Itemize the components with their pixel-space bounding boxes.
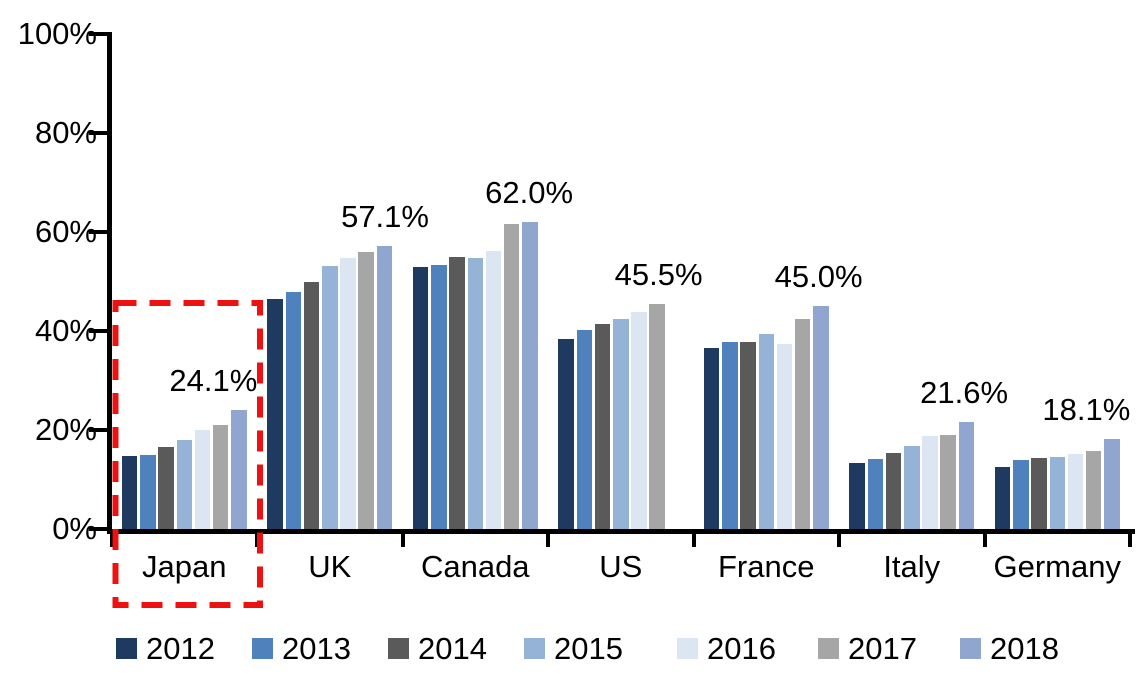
y-axis-tick	[88, 428, 107, 432]
legend-swatch-2013	[252, 638, 273, 659]
data-label-us: 45.5%	[614, 256, 703, 292]
data-label-italy: 21.6%	[920, 375, 1009, 411]
bar-italy-2018	[958, 422, 975, 529]
bar-us-2015	[613, 319, 629, 529]
y-axis-line	[106, 32, 112, 533]
legend-label-2017: 2017	[848, 631, 917, 666]
bar-uk-2018	[376, 246, 393, 529]
bar-germany-2013	[1013, 460, 1029, 529]
y-axis-tick-label: 80%	[34, 115, 97, 150]
bar-canada-2018	[522, 222, 538, 529]
y-axis-tick-label: 0%	[52, 511, 97, 546]
data-label-japan: 24.1%	[169, 362, 258, 398]
legend-swatch-2015	[524, 638, 545, 659]
bar-france-2013	[722, 341, 738, 529]
bar-france-2016	[776, 343, 793, 529]
legend-label-2018: 2018	[990, 631, 1059, 666]
bar-france-2012	[703, 347, 720, 529]
bar-uk-2016	[340, 257, 356, 529]
y-axis-tick-label: 40%	[34, 313, 97, 348]
data-label-germany: 18.1%	[1042, 392, 1131, 428]
bar-canada-2017	[503, 223, 520, 529]
y-axis-tick	[88, 230, 107, 234]
bar-germany-2012	[994, 467, 1011, 529]
legend-label-2014: 2014	[418, 631, 487, 666]
bar-uk-2012	[267, 299, 283, 529]
bar-germany-2016	[1067, 453, 1084, 529]
bar-uk-2014	[303, 282, 320, 529]
x-axis-tick	[1128, 529, 1132, 547]
bar-uk-2017	[358, 252, 374, 529]
bar-us-2017	[649, 303, 665, 529]
legend-swatch-2018	[960, 638, 981, 659]
y-axis-tick	[88, 32, 107, 36]
legend-swatch-2017	[818, 638, 839, 659]
category-label-italy: Italy	[883, 549, 941, 584]
bar-italy-2014	[885, 452, 902, 529]
category-label-germany: Germany	[993, 549, 1121, 584]
bar-italy-2012	[849, 463, 865, 529]
legend-swatch-2012	[116, 638, 137, 659]
bar-germany-2017	[1085, 450, 1102, 529]
bar-france-2014	[740, 341, 756, 529]
x-axis-line	[106, 529, 1135, 534]
y-axis-tick-label: 60%	[34, 214, 97, 249]
bar-france-2017	[794, 319, 811, 529]
category-label-france: France	[718, 549, 815, 584]
bar-us-2013	[576, 330, 593, 529]
bar-japan-2014	[158, 446, 174, 529]
bar-germany-2018	[1104, 439, 1120, 529]
bar-japan-2013	[140, 454, 156, 529]
bar-france-2018	[813, 306, 829, 529]
data-label-uk: 57.1%	[341, 199, 429, 235]
bar-italy-2017	[940, 434, 956, 529]
x-axis-tick	[109, 529, 114, 547]
bar-uk-2015	[322, 265, 338, 529]
bar-italy-2016	[922, 435, 938, 529]
bar-canada-2014	[449, 257, 465, 529]
bar-us-2014	[594, 324, 611, 529]
data-label-france: 45.0%	[774, 259, 863, 295]
x-axis-tick	[400, 529, 405, 547]
y-axis-tick-label: 20%	[34, 412, 97, 447]
legend-label-2013: 2013	[282, 631, 351, 666]
bar-canada-2013	[431, 264, 447, 529]
legend-label-2016: 2016	[707, 631, 776, 666]
bar-japan-2018	[231, 409, 247, 529]
x-axis-tick	[546, 529, 550, 547]
legend-swatch-2016	[677, 638, 698, 659]
x-axis-tick	[255, 529, 259, 547]
bar-us-2012	[558, 338, 574, 529]
bar-canada-2015	[467, 258, 483, 529]
category-label-uk: UK	[308, 549, 352, 584]
legend-label-2015: 2015	[554, 631, 623, 666]
bar-canada-2012	[412, 266, 429, 529]
y-axis-tick-label: 100%	[17, 16, 97, 51]
bar-canada-2016	[485, 251, 502, 529]
bar-uk-2013	[285, 292, 302, 529]
bar-japan-2012	[121, 455, 138, 529]
y-axis-tick	[88, 527, 107, 531]
bar-germany-2014	[1031, 458, 1047, 529]
category-label-canada: Canada	[420, 549, 530, 584]
category-label-us: US	[599, 549, 643, 584]
x-axis-tick	[982, 529, 987, 547]
legend-swatch-2014	[388, 638, 409, 659]
bar-italy-2015	[904, 445, 920, 529]
bar-japan-2017	[212, 425, 229, 529]
y-axis-tick	[88, 131, 107, 135]
category-label-japan: Japan	[142, 549, 227, 584]
y-axis-tick	[88, 329, 107, 333]
bar-germany-2015	[1049, 457, 1065, 529]
legend-label-2012: 2012	[146, 631, 215, 666]
bar-japan-2015	[176, 439, 192, 529]
bar-france-2015	[758, 333, 774, 529]
bar-japan-2016	[194, 430, 211, 529]
x-axis-tick	[837, 529, 841, 547]
bar-us-2016	[631, 311, 647, 529]
x-axis-tick	[691, 529, 696, 547]
bar-italy-2013	[867, 459, 884, 529]
data-label-canada: 62.0%	[485, 175, 574, 211]
